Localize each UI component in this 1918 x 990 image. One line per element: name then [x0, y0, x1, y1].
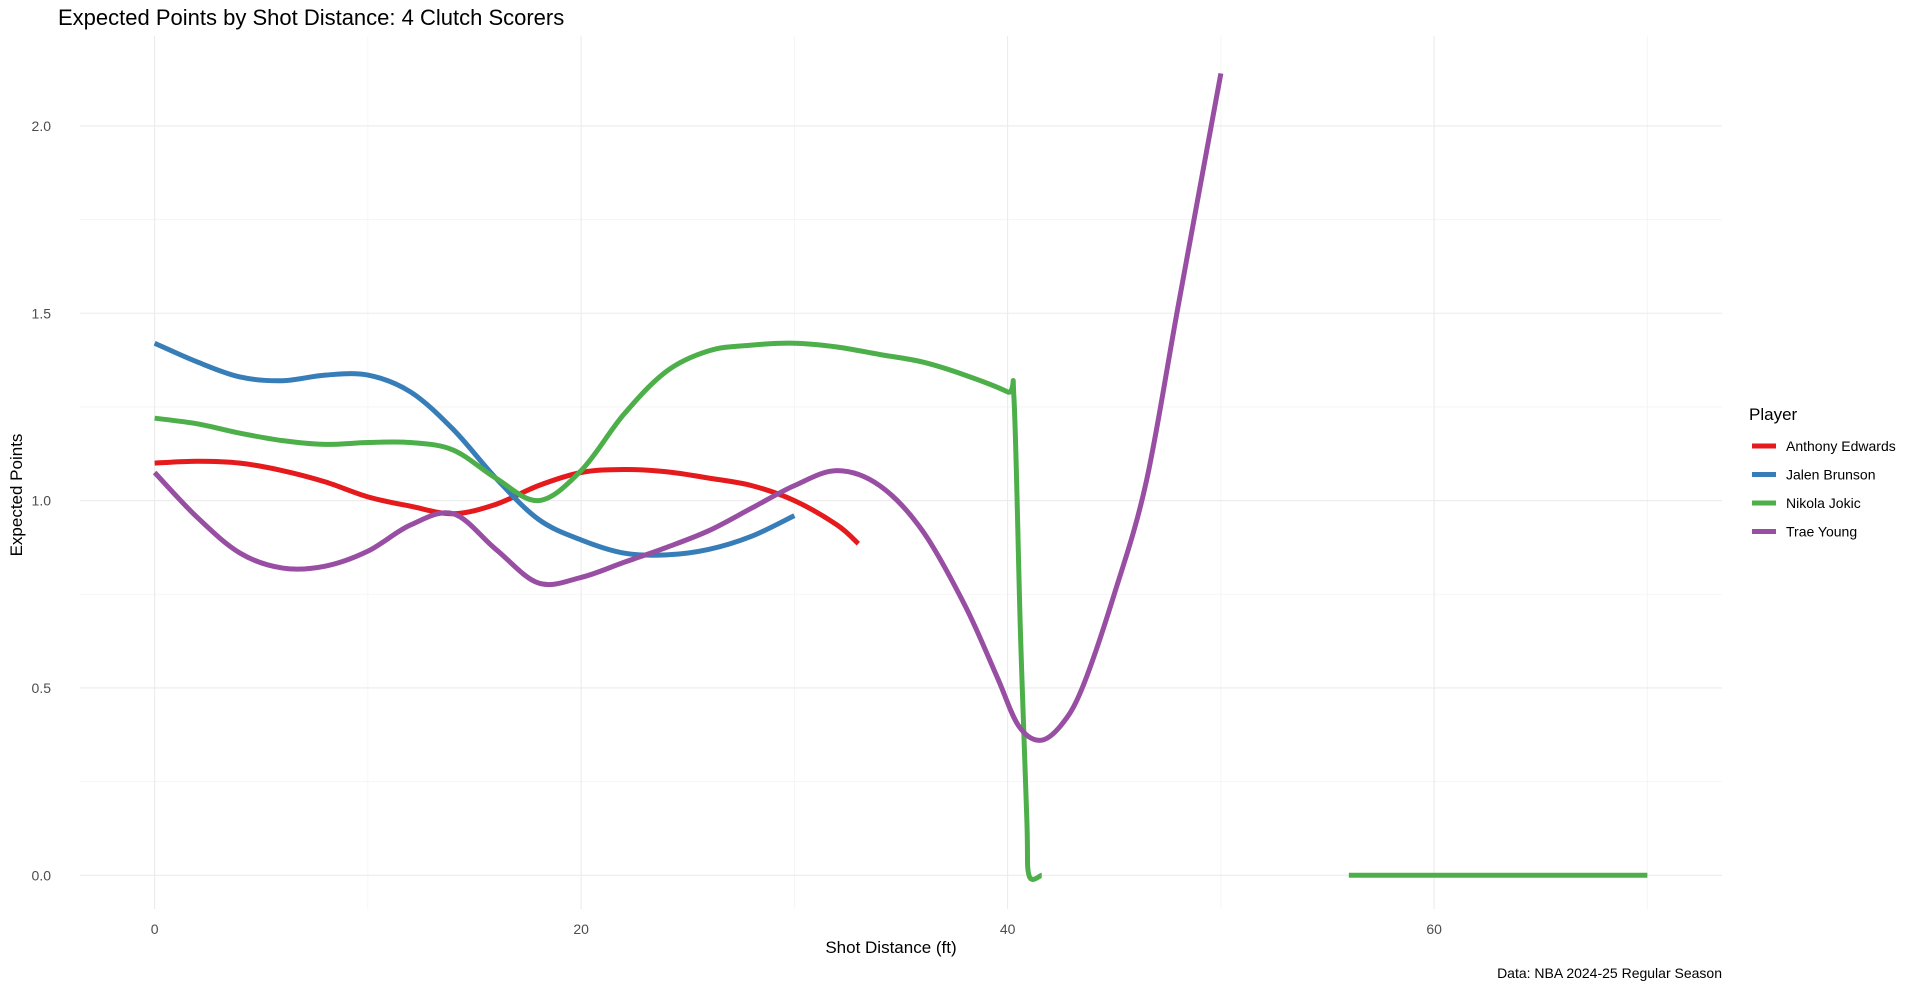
y-axis-title: Expected Points	[7, 434, 26, 557]
series-line-trae-young	[152, 73, 1224, 743]
x-tick-labels: 0 20 40 60	[151, 921, 1442, 937]
minor-gridlines	[80, 36, 1722, 909]
legend-label-anthony-edwards: Anthony Edwards	[1786, 438, 1896, 454]
x-tick-label: 40	[1000, 921, 1016, 937]
y-tick-label: 2.0	[32, 118, 52, 134]
y-tick-label: 1.0	[32, 493, 52, 509]
y-tick-labels: 0.0 0.5 1.0 1.5 2.0	[32, 118, 52, 883]
legend: Player Anthony Edwards Jalen Brunson Nikol…	[1749, 405, 1896, 540]
y-tick-label: 0.5	[32, 680, 52, 696]
series-line-jalen-brunson	[153, 340, 796, 558]
y-tick-label: 1.5	[32, 305, 52, 321]
series-line-nikola-jokic	[154, 340, 1043, 882]
x-tick-label: 60	[1426, 921, 1442, 937]
x-axis-title: Shot Distance (ft)	[825, 938, 956, 957]
x-tick-label: 20	[573, 921, 589, 937]
x-tick-label: 0	[151, 921, 159, 937]
y-tick-label: 0.0	[32, 867, 52, 883]
chart-caption: Data: NBA 2024-25 Regular Season	[1497, 965, 1722, 981]
legend-items: Anthony Edwards Jalen Brunson Nikola Jokic…	[1752, 438, 1896, 540]
legend-label-nikola-jokic: Nikola Jokic	[1786, 495, 1861, 511]
legend-title: Player	[1749, 405, 1798, 424]
legend-label-jalen-brunson: Jalen Brunson	[1786, 467, 1876, 483]
data-lines	[152, 73, 1648, 882]
chart-title: Expected Points by Shot Distance: 4 Clut…	[58, 5, 564, 30]
legend-label-trae-young: Trae Young	[1786, 524, 1857, 540]
